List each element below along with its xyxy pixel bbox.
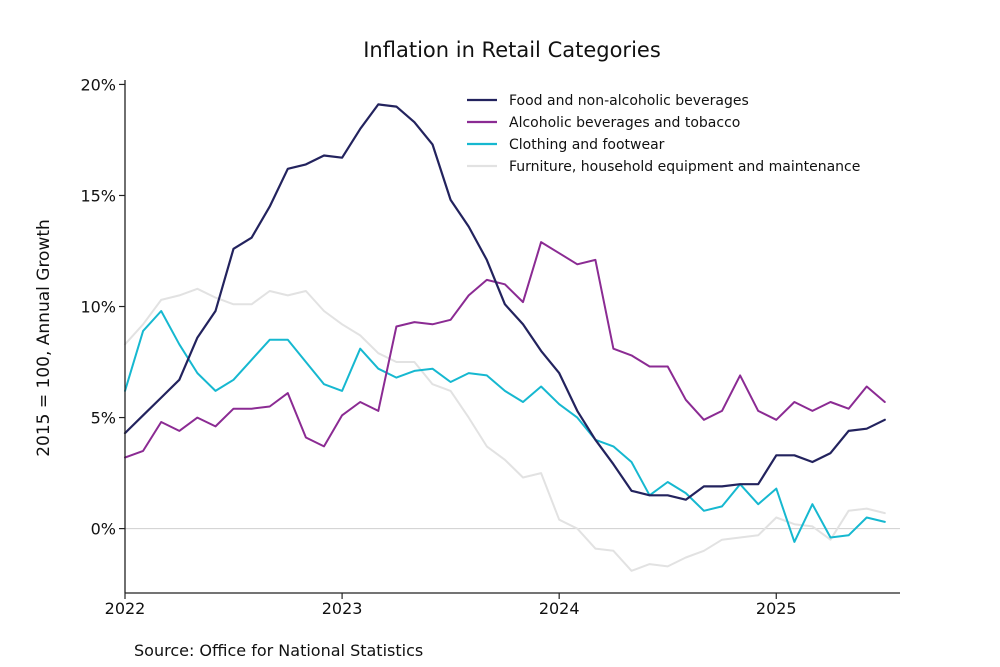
- series-line-3: [124, 287, 886, 572]
- series-line-2: [124, 310, 886, 543]
- y-tick-label: 10%: [80, 298, 116, 317]
- source-note: Source: Office for National Statistics: [134, 641, 423, 660]
- x-tick-label: 2022: [105, 599, 146, 618]
- series-line-1: [124, 241, 886, 459]
- y-axis-title: 2015 = 100, Annual Growth: [34, 219, 54, 457]
- legend: Food and non-alcoholic beverages Alcoholi…: [467, 93, 860, 175]
- y-tick-label: 0%: [91, 520, 116, 539]
- legend-label-2: Clothing and footwear: [509, 137, 665, 153]
- legend-label-3: Furniture, household equipment and maint…: [509, 159, 860, 175]
- y-tick-label: 15%: [80, 186, 116, 205]
- series-line-0: [123, 103, 886, 501]
- chart-title: Inflation in Retail Categories: [363, 38, 661, 62]
- x-tick-label: 2025: [756, 599, 797, 618]
- y-tick-label: 5%: [91, 409, 116, 428]
- y-tick-label: 20%: [80, 75, 116, 94]
- legend-label-1: Alcoholic beverages and tobacco: [509, 115, 740, 131]
- x-tick-label: 2023: [322, 599, 363, 618]
- legend-label-0: Food and non-alcoholic beverages: [509, 93, 749, 109]
- x-tick-label: 2024: [539, 599, 580, 618]
